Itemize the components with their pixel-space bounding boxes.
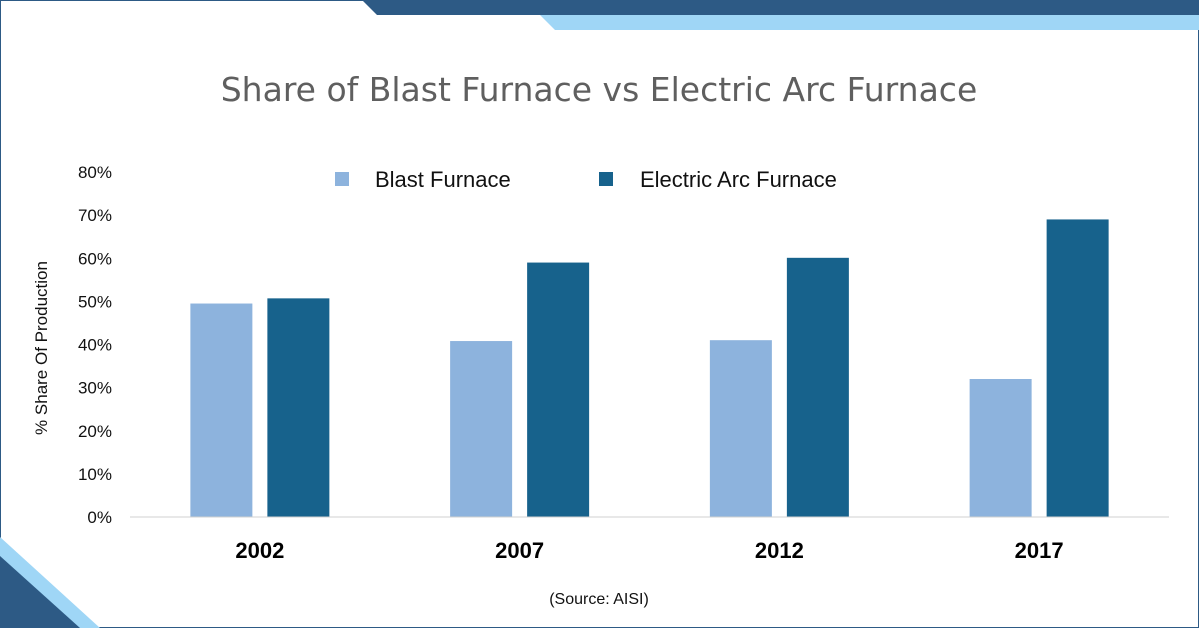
bars [190, 219, 1109, 517]
y-tick-label: 50% [78, 292, 112, 311]
y-axis-ticks: 0% 10% 20% 30% 40% 50% 60% 70% 80% [78, 163, 112, 527]
y-tick-label: 70% [78, 206, 112, 225]
bar-blast-furnace-2002 [190, 303, 253, 517]
top-light-band [540, 15, 1199, 30]
x-axis-ticks: 2002 2007 2012 2017 [235, 538, 1063, 563]
y-tick-label: 20% [78, 422, 112, 441]
bar-electric-arc-furnace-2007 [527, 262, 590, 517]
x-tick-label: 2002 [235, 538, 284, 563]
chart-title: Share of Blast Furnace vs Electric Arc F… [221, 70, 978, 109]
bar-electric-arc-furnace-2012 [786, 257, 849, 517]
bar-electric-arc-furnace-2017 [1046, 219, 1109, 517]
y-tick-label: 80% [78, 163, 112, 182]
legend-label-blast-furnace: Blast Furnace [375, 167, 511, 192]
top-dark-band [362, 0, 1199, 15]
y-axis-label: % Share Of Production [32, 261, 51, 435]
legend: Blast Furnace Electric Arc Furnace [335, 167, 837, 192]
legend-label-electric-arc-furnace: Electric Arc Furnace [640, 167, 837, 192]
bar-blast-furnace-2017 [969, 379, 1032, 517]
legend-swatch-electric-arc-furnace [599, 172, 613, 186]
legend-swatch-blast-furnace [335, 172, 349, 186]
source-note: (Source: AISI) [549, 591, 649, 608]
x-tick-label: 2017 [1015, 538, 1064, 563]
bar-blast-furnace-2012 [709, 340, 772, 517]
bar-electric-arc-furnace-2002 [267, 298, 330, 517]
y-tick-label: 0% [87, 508, 112, 527]
x-tick-label: 2012 [755, 538, 804, 563]
bottom-dark-band [0, 556, 80, 628]
y-tick-label: 60% [78, 249, 112, 268]
bar-blast-furnace-2007 [450, 341, 513, 517]
y-tick-label: 30% [78, 379, 112, 398]
y-tick-label: 10% [78, 465, 112, 484]
x-tick-label: 2007 [495, 538, 544, 563]
y-tick-label: 40% [78, 336, 112, 355]
